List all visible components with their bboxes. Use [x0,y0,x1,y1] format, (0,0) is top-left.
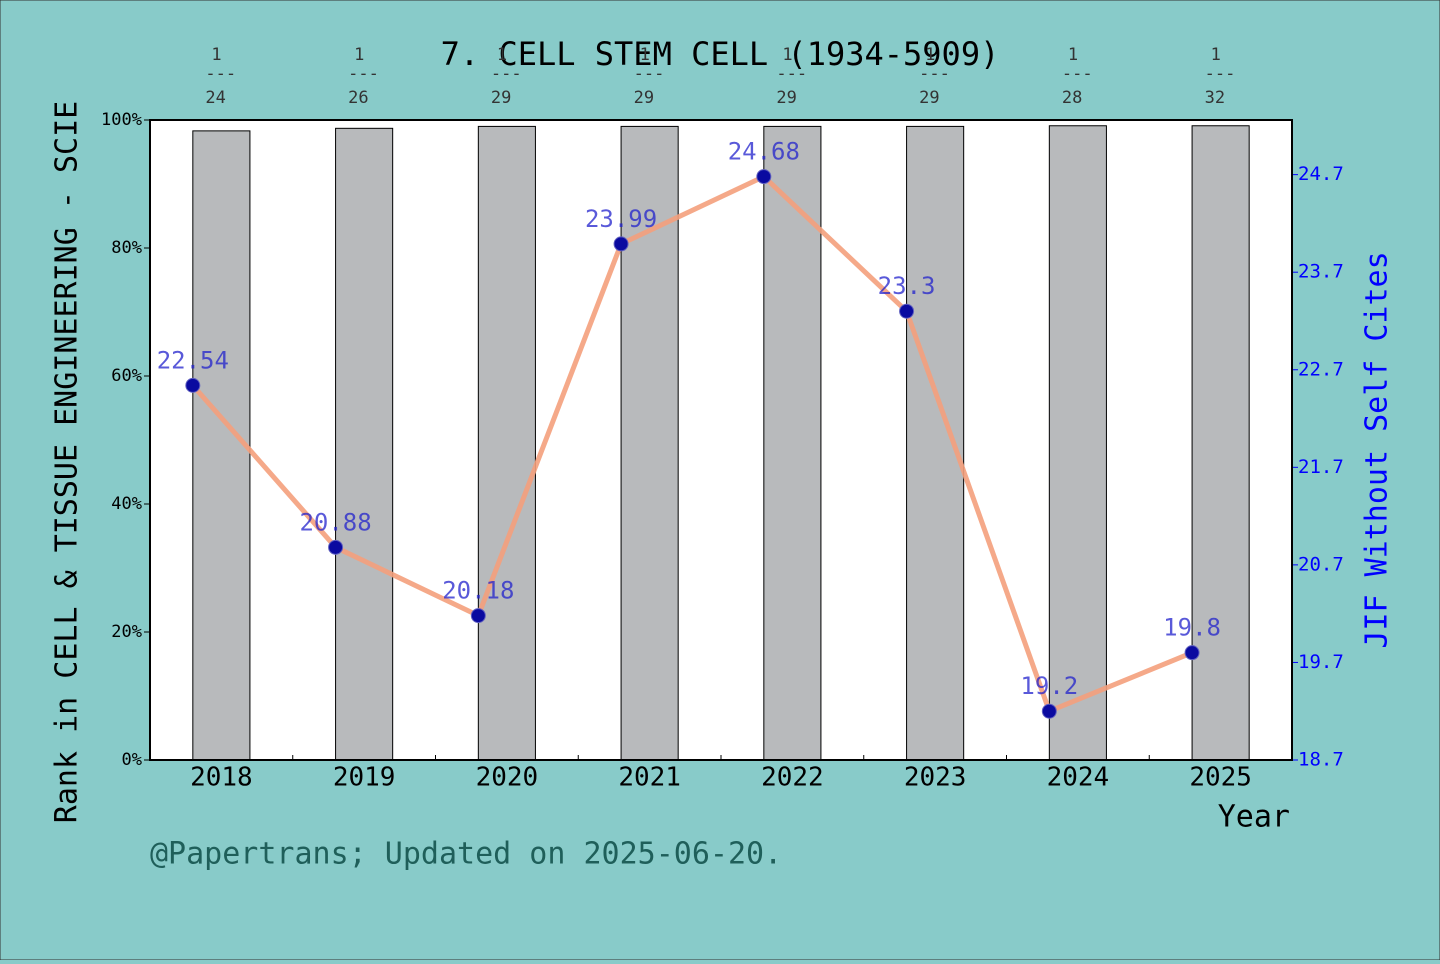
rank-denominator: 32 [1205,88,1225,108]
x-tick-label: 2019 [333,763,396,793]
value-label: 20.88 [299,508,371,536]
rank-numerator: 1 [1068,45,1078,65]
y-axis-label: Rank in CELL & TISSUE ENGINEERING - SCIE [50,101,85,823]
rank-denominator: 29 [919,88,939,108]
plot-area [150,120,1292,760]
marker [1184,645,1200,661]
value-label: 23.99 [585,205,657,233]
chart-title: 7. CELL STEM CELL (1934-5909) [441,35,1000,73]
y-tick-label: 40% [111,494,142,514]
marker [470,608,486,624]
value-label: 19.2 [1020,672,1078,700]
x-tick-label: 2022 [761,763,824,793]
rank-separator: --- [348,64,379,84]
y2-tick-label: 24.7 [1298,163,1344,185]
y2-tick-label: 23.7 [1298,261,1344,283]
marker [328,539,344,555]
y2-tick-label: 19.7 [1298,651,1344,673]
y2-tick-label: 18.7 [1298,749,1344,771]
y2-tick-label: 20.7 [1298,553,1344,575]
rank-denominator: 29 [776,88,796,108]
y-tick-label: 100% [101,110,142,130]
rank-numerator: 1 [925,45,935,65]
x-tick-label: 2024 [1047,763,1110,793]
x-tick-label: 2023 [904,763,967,793]
y-tick-label: 80% [111,238,142,258]
value-label: 23.3 [878,272,936,300]
value-label: 22.54 [157,346,229,374]
x-tick-label: 2021 [618,763,681,793]
x-tick-label: 2018 [190,763,253,793]
rank-numerator: 1 [354,45,364,65]
rank-denominator: 24 [205,88,225,108]
y-tick-label: 0% [122,750,142,770]
y-tick-label: 20% [111,622,142,642]
rank-numerator: 1 [782,45,792,65]
rank-numerator: 1 [1211,45,1221,65]
bar [1048,125,1107,761]
bar [335,127,394,761]
y2-axis-label: JIF Without Self Cites [1360,251,1395,648]
rank-denominator: 29 [634,88,654,108]
rank-denominator: 29 [491,88,511,108]
y2-tick-label: 21.7 [1298,456,1344,478]
rank-numerator: 1 [497,45,507,65]
plot-frame [149,119,1293,761]
footer: @Papertrans; Updated on 2025-06-20. [150,837,782,872]
rank-separator: --- [205,64,236,84]
rank-numerator: 1 [640,45,650,65]
rank-denominator: 26 [348,88,368,108]
bar [477,125,536,761]
marker [1041,703,1057,719]
bar [192,130,251,761]
rank-separator: --- [634,64,665,84]
bar [763,125,822,761]
value-label: 20.18 [442,577,514,605]
marker [185,377,201,393]
x-tick-label: 2020 [476,763,539,793]
line [190,173,1194,715]
marker [613,236,629,252]
rank-separator: --- [1205,64,1236,84]
rank-numerator: 1 [211,45,221,65]
y2-tick-label: 22.7 [1298,358,1344,380]
x-tick-label: 2025 [1189,763,1252,793]
rank-separator: --- [776,64,807,84]
value-label: 24.68 [728,138,800,166]
x-axis-label: Year [1218,800,1290,835]
marker [899,303,915,319]
y-tick-label: 60% [111,366,142,386]
value-label: 19.8 [1163,614,1221,642]
bar [1191,125,1250,761]
rank-denominator: 28 [1062,88,1082,108]
rank-separator: --- [1062,64,1093,84]
marker [756,169,772,185]
rank-separator: --- [491,64,522,84]
rank-separator: --- [919,64,950,84]
